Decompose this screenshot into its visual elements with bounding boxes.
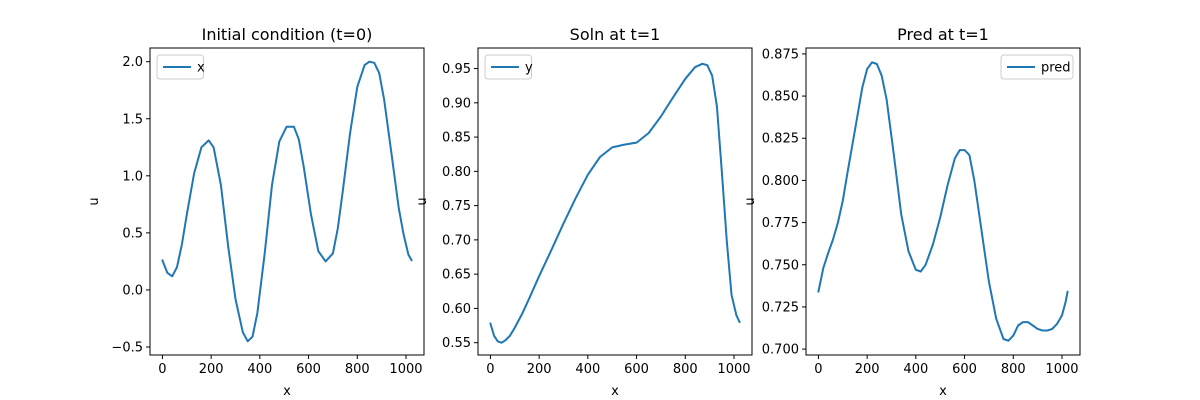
x-axis-label: x [611, 384, 619, 399]
x-tick-label: 400 [903, 362, 928, 377]
axes-frame [477, 47, 753, 356]
series-line-y [489, 62, 741, 344]
x-tick-label: 1000 [717, 362, 750, 377]
series-line-pred [817, 61, 1069, 342]
axes-frame [149, 47, 425, 356]
y-tick-label: 2.0 [122, 55, 143, 70]
y-tick-label: 0.725 [762, 300, 799, 315]
y-tick-label: 0.95 [442, 62, 471, 77]
y-tick-label: 0.850 [762, 90, 799, 105]
x-tick-label: 200 [855, 362, 880, 377]
x-tick-label: 400 [247, 362, 272, 377]
y-axis-label: u [415, 197, 430, 205]
legend-label: pred [1041, 61, 1071, 76]
x-tick-label: 1000 [389, 362, 422, 377]
y-tick-label: −0.5 [111, 341, 143, 356]
series-line-x [161, 60, 413, 343]
chart-panel-2: 0 200 400 600 800 1000 0.55 0.60 0.65 0.70 0.75 0.8… [415, 25, 753, 399]
x-tick-label: 600 [624, 362, 649, 377]
x-axis-label: x [939, 384, 947, 399]
y-tick-label: 0.60 [442, 302, 471, 317]
y-tick-label: 0.825 [762, 132, 799, 147]
y-tick-label: 1.5 [122, 112, 143, 127]
x-tick-label: 0 [486, 362, 494, 377]
legend: x [156, 54, 205, 80]
chart-title: Soln at t=1 [570, 25, 661, 44]
y-tick-label: 0.750 [762, 258, 799, 273]
y-tick-label: 0.775 [762, 216, 799, 231]
y-tick-label: 0.800 [762, 174, 799, 189]
y-tick-label: 0.80 [442, 165, 471, 180]
x-tick-label: 1000 [1045, 362, 1078, 377]
x-tick-label: 600 [296, 362, 321, 377]
legend: y [484, 54, 533, 80]
chart-panel-1: 0 200 400 600 800 1000 −0.5 0.0 0.5 1.0 1.5 2.0 Init… [87, 25, 425, 399]
x-tick-label: 400 [575, 362, 600, 377]
x-tick-label: 200 [527, 362, 552, 377]
y-tick-label: 0.55 [442, 336, 471, 351]
x-axis-label: x [283, 384, 291, 399]
y-tick-label: 0.65 [442, 268, 471, 283]
chart-title: Initial condition (t=0) [202, 25, 373, 44]
legend-box [1000, 54, 1074, 80]
legend: pred [1000, 54, 1074, 80]
x-tick-label: 200 [199, 362, 224, 377]
x-tick-label: 800 [345, 362, 370, 377]
x-tick-label: 0 [158, 362, 166, 377]
y-tick-label: 0.875 [762, 47, 799, 62]
x-tick-label: 800 [673, 362, 698, 377]
y-axis-label: u [87, 197, 102, 205]
y-tick-label: 1.0 [122, 169, 143, 184]
chart-panel-3: 0 200 400 600 800 1000 0.700 0.725 0.750 0.775 0.8… [743, 25, 1081, 399]
x-tick-label: 600 [952, 362, 977, 377]
x-tick-label: 800 [1001, 362, 1026, 377]
legend-label: x [197, 61, 205, 76]
chart-title: Pred at t=1 [897, 25, 989, 44]
y-tick-label: 0.0 [122, 283, 143, 298]
axes-frame [805, 47, 1081, 356]
x-tick-label: 0 [814, 362, 822, 377]
y-tick-label: 0.90 [442, 96, 471, 111]
y-tick-label: 0.75 [442, 199, 471, 214]
y-tick-label: 0.85 [442, 131, 471, 146]
y-tick-label: 0.70 [442, 233, 471, 248]
y-tick-label: 0.700 [762, 343, 799, 358]
y-tick-label: 0.5 [122, 226, 143, 241]
y-axis-label: u [743, 197, 758, 205]
legend-label: y [525, 61, 533, 76]
